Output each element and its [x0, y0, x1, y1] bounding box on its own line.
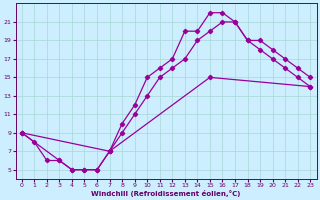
X-axis label: Windchill (Refroidissement éolien,°C): Windchill (Refroidissement éolien,°C) — [91, 190, 241, 197]
